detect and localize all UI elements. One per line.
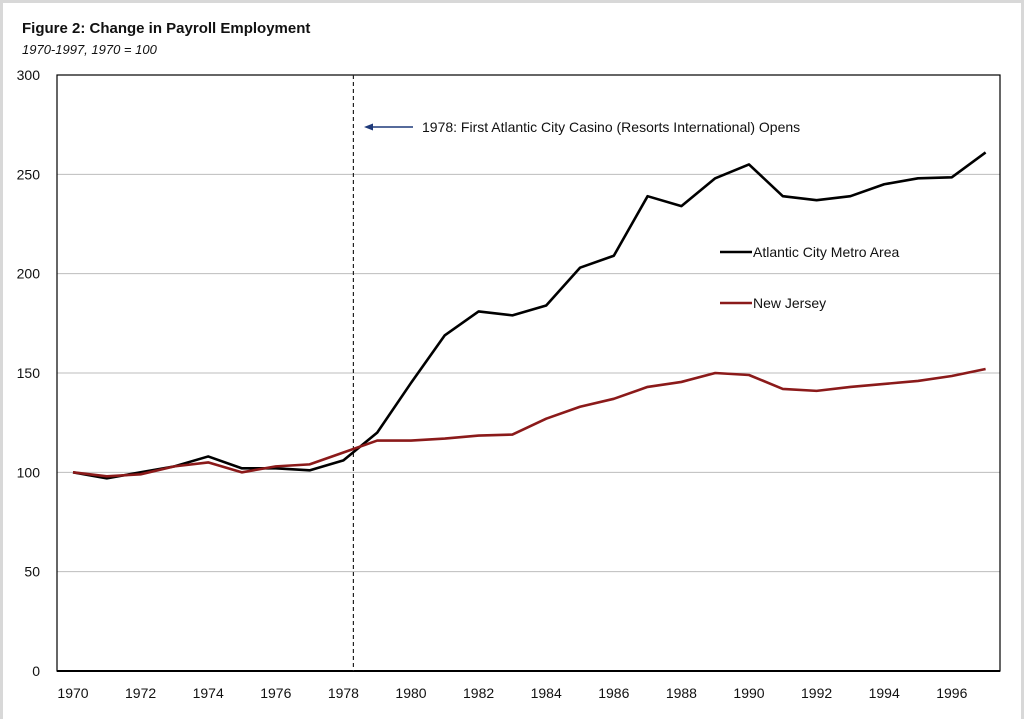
annotation-arrowhead [364, 123, 373, 131]
x-tick-label: 1976 [260, 685, 291, 701]
x-tick-label: 1972 [125, 685, 156, 701]
legend-label: New Jersey [753, 295, 826, 311]
series-line-atlantic-city [72, 151, 987, 480]
y-tick-label: 200 [17, 266, 41, 282]
x-tick-label: 1984 [531, 685, 562, 701]
y-tick-label: 300 [17, 67, 41, 83]
y-tick-label: 0 [32, 663, 40, 679]
y-tick-label: 50 [24, 564, 40, 580]
series-line-new-jersey [72, 367, 986, 478]
x-tick-label: 1994 [869, 685, 900, 701]
x-tick-label: 1980 [395, 685, 426, 701]
chart-subtitle: 1970-1997, 1970 = 100 [22, 42, 157, 57]
x-tick-label: 1978 [328, 685, 359, 701]
y-tick-label: 100 [17, 464, 41, 480]
y-tick-label: 250 [17, 166, 41, 182]
x-tick-label: 1996 [936, 685, 967, 701]
chart-title: Figure 2: Change in Payroll Employment [22, 20, 311, 37]
x-tick-label: 1974 [193, 685, 224, 701]
x-tick-label: 1970 [57, 685, 88, 701]
y-tick-label: 150 [17, 365, 41, 381]
x-tick-label: 1990 [733, 685, 764, 701]
x-tick-label: 1986 [598, 685, 629, 701]
annotation-text: 1978: First Atlantic City Casino (Resort… [422, 119, 800, 135]
x-tick-label: 1982 [463, 685, 494, 701]
legend-label: Atlantic City Metro Area [753, 244, 899, 260]
x-tick-label: 1988 [666, 685, 697, 701]
x-tick-label: 1992 [801, 685, 832, 701]
